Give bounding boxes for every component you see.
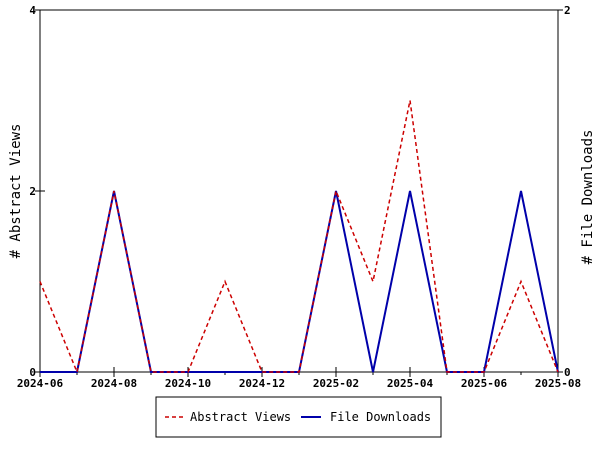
y-left-tick-label: 0 [29, 366, 36, 379]
legend-box [155, 396, 442, 438]
y-left-tick-label: 4 [29, 4, 36, 17]
y-left-tick-label: 2 [29, 185, 36, 198]
plot-area [39, 9, 559, 373]
x-tick-label: 2024-08 [91, 377, 137, 390]
series-line-abstract-views [39, 100, 559, 375]
y-axis-right-title: # File Downloads [580, 130, 596, 265]
ticks-layer: 2024-06 2024-08 2024-10 2024-12 2025-02 2025-… [17, 4, 581, 390]
x-tick-label: 2024-10 [165, 377, 211, 390]
legend-abstract-views-label: Abstract Views [190, 410, 291, 424]
y-right-tick-label: 2 [564, 4, 571, 17]
y-right-tick-label: 0 [564, 366, 571, 379]
x-tick-label: 2024-06 [17, 377, 64, 390]
x-tick-label: 2025-06 [461, 377, 508, 390]
x-tick-label: 2024-12 [239, 377, 285, 390]
legend: Abstract Views File Downloads [155, 396, 442, 438]
x-tick-label: 2025-02 [313, 377, 359, 390]
legend-file-downloads-label: File Downloads [330, 410, 431, 424]
series-layer [39, 100, 559, 375]
y-axis-left-title: # Abstract Views [8, 124, 24, 259]
x-tick-label: 2025-08 [535, 377, 581, 390]
x-tick-label: 2025-04 [387, 377, 434, 390]
